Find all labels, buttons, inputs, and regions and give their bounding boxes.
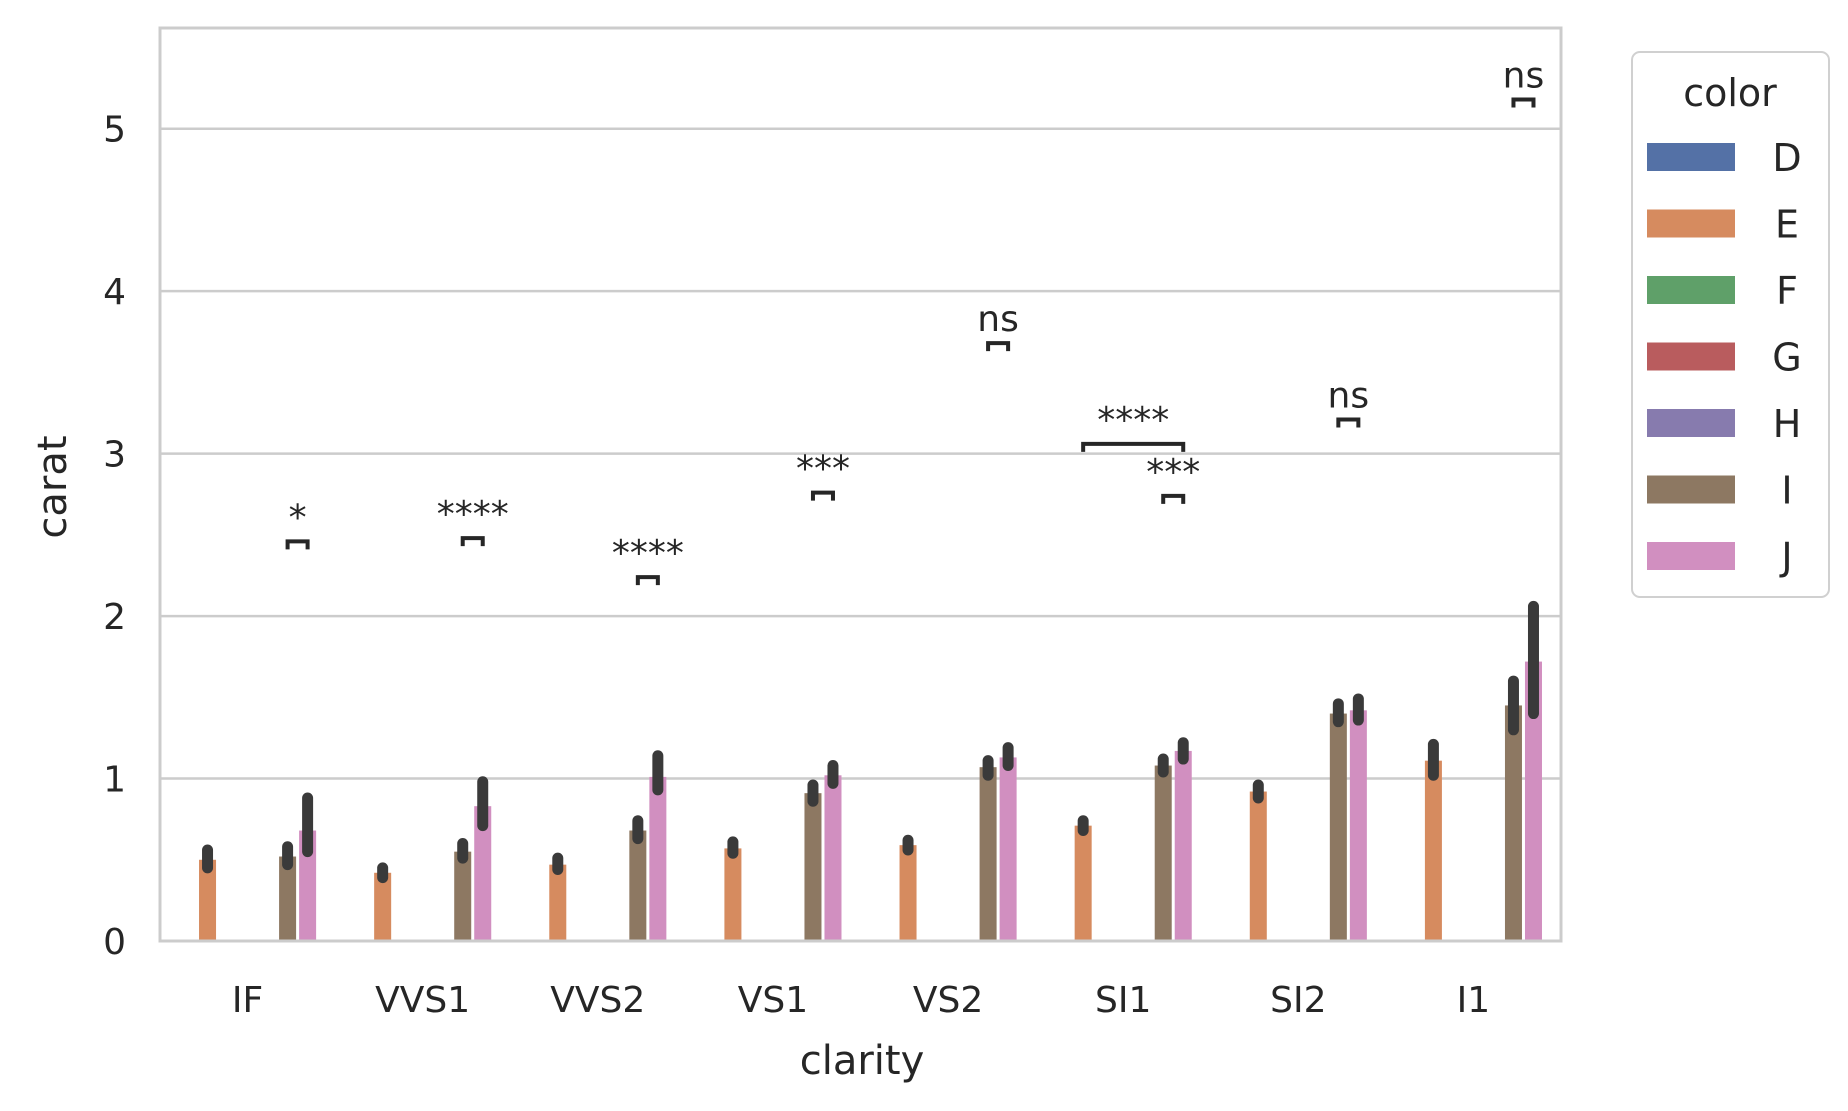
bar-J-I1 [1524,661,1542,941]
significance-bracket [1336,417,1361,428]
legend-swatch-G [1647,342,1735,371]
bar-E-VS2 [899,845,917,941]
significance-label: **** [612,533,684,574]
legend-swatch-H [1647,409,1735,437]
bar-I-VS2 [979,767,997,941]
significance-label: ns [1503,55,1545,96]
legend-title: color [1683,71,1777,115]
significance-label: * [289,497,307,538]
y-tick-label: 0 [103,922,126,963]
bar-J-SI2 [1349,710,1367,941]
y-tick-label: 4 [103,272,126,313]
bar-E-VVS2 [549,864,567,941]
bar-E-SI2 [1249,791,1267,941]
bar-J-VS2 [999,757,1017,941]
significance-bracket [1161,493,1186,504]
bar-E-VS1 [724,848,742,941]
bar-E-IF [199,859,217,941]
x-tick-label: SI1 [1095,980,1151,1021]
x-axis-label: clarity [800,1038,925,1084]
y-axis-label: carat [30,435,76,538]
bars [199,661,1542,941]
legend-swatch-E [1647,209,1735,238]
significance-bracket [1081,441,1186,452]
significance-label: ns [1328,376,1370,417]
bar-J-VVS2 [649,776,667,941]
x-tick-label: VS2 [913,980,983,1021]
y-tick-label: 3 [103,435,126,476]
significance-bracket [1511,97,1536,108]
legend-label: E [1775,203,1799,247]
x-tick-label: IF [232,980,263,1021]
bar-I-SI2 [1329,713,1347,941]
bar-I-VVS2 [629,830,647,941]
legend-swatch-I [1647,475,1735,504]
significance-label: **** [1097,400,1169,441]
error-bars [202,600,1539,884]
x-tick-label: SI2 [1270,980,1326,1021]
y-tick-label: 5 [103,110,126,151]
bar-I-IF [279,856,297,941]
bar-I-VS1 [804,793,822,941]
legend-label: G [1772,336,1801,380]
bar-E-VVS1 [374,872,392,941]
significance-bracket [986,341,1011,352]
x-tick-labels: IF VVS1 VVS2 VS1 VS2 SI1 SI2 I1 [232,980,1490,1021]
significance-label: ns [977,299,1019,340]
significance-bracket [635,575,660,586]
significance-label: *** [796,449,850,490]
significance-bracket [285,539,310,550]
bar-I-SI1 [1154,765,1172,941]
legend-label: D [1772,136,1801,180]
y-tick-labels: 0 1 2 3 4 5 [103,110,126,963]
legend-swatch-D [1647,143,1735,171]
legend-label: J [1779,535,1792,579]
legend-swatch-F [1647,276,1735,304]
x-tick-label: I1 [1457,980,1491,1021]
y-tick-label: 2 [103,597,126,638]
x-tick-label: VVS2 [550,980,645,1021]
significance-bracket [460,536,485,547]
bar-I-I1 [1504,705,1522,941]
bar-J-VS1 [824,775,842,941]
legend-label: F [1776,269,1798,313]
y-tick-label: 1 [103,760,126,801]
bar-I-VVS1 [454,851,472,941]
bar-E-I1 [1424,760,1442,941]
legend-label: I [1781,469,1792,513]
x-tick-label: VS1 [738,980,808,1021]
significance-bracket [810,490,835,501]
legend-swatch-J [1647,542,1735,570]
bar-J-IF [299,830,317,941]
legend-label: H [1773,402,1802,446]
plot-frame [158,26,1563,943]
legend-frame [1631,51,1830,598]
bar-J-SI1 [1174,750,1192,941]
significance-label: *** [1146,452,1200,493]
significance-label: **** [437,494,509,535]
x-tick-label: VVS1 [375,980,470,1021]
bar-J-VVS1 [474,806,492,941]
bar-E-SI1 [1074,825,1092,941]
